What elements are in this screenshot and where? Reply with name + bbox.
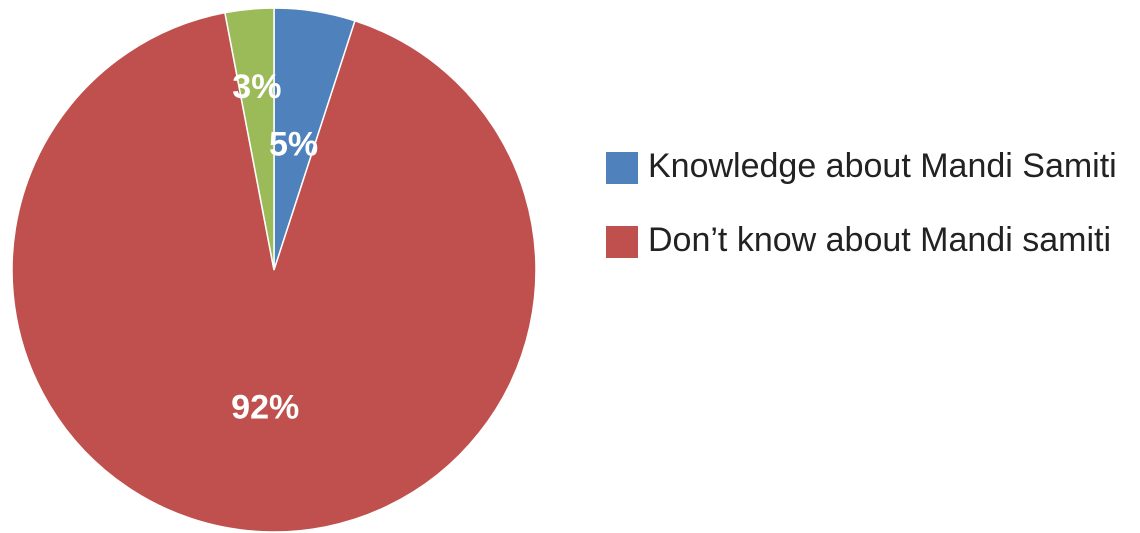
legend-swatch — [606, 226, 638, 258]
chart: 5% 92% 3% — [11, 7, 537, 533]
legend: Knowledge about Mandi Samiti Don’t know a… — [606, 140, 1126, 288]
data-label: 5% — [269, 126, 318, 164]
legend-label: Knowledge about Mandi Samiti — [648, 147, 1117, 185]
pie-slice — [11, 11, 537, 533]
pie-slice — [224, 7, 275, 271]
data-label: 3% — [232, 68, 281, 106]
legend-label: Don’t know about Mandi samiti — [648, 221, 1112, 259]
legend-swatch — [606, 152, 638, 184]
legend-item: Don’t know about Mandi samiti — [606, 214, 1126, 266]
data-label: 92% — [231, 389, 299, 427]
legend-item: Knowledge about Mandi Samiti — [606, 140, 1126, 192]
